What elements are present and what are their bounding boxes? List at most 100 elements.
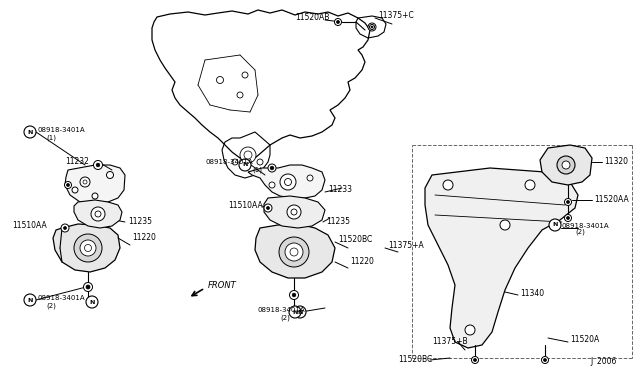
Text: 08918-3401A: 08918-3401A [37, 127, 84, 133]
Polygon shape [255, 224, 335, 278]
Polygon shape [540, 145, 592, 185]
Circle shape [566, 217, 570, 219]
Circle shape [239, 159, 251, 171]
Circle shape [72, 187, 78, 193]
Circle shape [564, 215, 572, 221]
Circle shape [279, 237, 309, 267]
Text: 08918-3401A: 08918-3401A [562, 223, 610, 229]
Circle shape [525, 180, 535, 190]
Circle shape [83, 180, 87, 184]
Circle shape [557, 156, 575, 174]
Circle shape [244, 151, 252, 159]
Circle shape [269, 182, 275, 188]
Circle shape [61, 224, 69, 232]
Circle shape [280, 174, 296, 190]
Circle shape [541, 356, 548, 363]
Text: 11233: 11233 [328, 186, 352, 195]
Circle shape [86, 285, 90, 289]
Circle shape [216, 77, 223, 83]
Circle shape [562, 161, 570, 169]
Circle shape [369, 25, 374, 29]
Text: 11220: 11220 [350, 257, 374, 266]
Text: 11320: 11320 [604, 157, 628, 166]
Circle shape [371, 26, 373, 28]
Circle shape [285, 179, 291, 186]
Circle shape [294, 306, 306, 318]
Circle shape [24, 294, 36, 306]
Text: 11375+C: 11375+C [378, 12, 413, 20]
Polygon shape [248, 165, 325, 198]
Polygon shape [264, 196, 325, 228]
Circle shape [472, 356, 479, 363]
Circle shape [290, 248, 298, 256]
Text: 11520A: 11520A [570, 336, 599, 344]
Text: 11235: 11235 [326, 217, 350, 225]
Circle shape [292, 293, 296, 297]
Text: J  2006: J 2006 [590, 357, 616, 366]
Text: 11220: 11220 [132, 232, 156, 241]
Circle shape [465, 325, 475, 335]
Text: (2): (2) [575, 229, 585, 235]
Text: 11510AA: 11510AA [228, 201, 263, 209]
Circle shape [232, 159, 238, 165]
Circle shape [80, 177, 90, 187]
Circle shape [67, 183, 70, 186]
Text: 08918-3401A: 08918-3401A [38, 295, 86, 301]
Text: N: N [28, 298, 33, 302]
Circle shape [289, 306, 301, 318]
Text: 11520BC: 11520BC [398, 356, 432, 365]
Polygon shape [65, 165, 125, 204]
Polygon shape [53, 224, 120, 272]
Circle shape [270, 166, 274, 170]
Text: (2): (2) [280, 315, 290, 321]
Circle shape [474, 359, 477, 362]
Circle shape [95, 211, 101, 217]
Text: (2): (2) [46, 303, 56, 309]
Text: 11520AB: 11520AB [295, 13, 330, 22]
Text: 11375+A: 11375+A [388, 241, 424, 250]
Circle shape [240, 147, 256, 163]
Text: 11375+B: 11375+B [432, 337, 468, 346]
Circle shape [74, 234, 102, 262]
Circle shape [83, 282, 93, 292]
Circle shape [237, 92, 243, 98]
Circle shape [80, 240, 96, 256]
Circle shape [564, 199, 572, 205]
Circle shape [289, 291, 298, 299]
Circle shape [268, 164, 276, 172]
Circle shape [543, 359, 547, 362]
Text: 11232: 11232 [65, 157, 89, 166]
Text: 08918-3401A: 08918-3401A [258, 307, 306, 313]
Circle shape [84, 244, 92, 251]
Circle shape [86, 296, 98, 308]
Circle shape [106, 171, 113, 179]
Circle shape [291, 209, 297, 215]
Polygon shape [425, 168, 578, 348]
Polygon shape [74, 200, 122, 228]
Circle shape [337, 20, 339, 23]
Circle shape [335, 19, 342, 26]
Text: 11340: 11340 [520, 289, 544, 298]
Circle shape [92, 193, 98, 199]
Text: 08918-3401A: 08918-3401A [205, 159, 253, 165]
Text: (1): (1) [46, 135, 56, 141]
Circle shape [500, 220, 510, 230]
Text: N: N [243, 163, 248, 167]
Circle shape [65, 182, 72, 189]
Text: FRONT: FRONT [208, 280, 237, 289]
Circle shape [96, 163, 100, 167]
Circle shape [63, 227, 67, 230]
Text: (1): (1) [252, 167, 262, 173]
Circle shape [566, 201, 570, 203]
Text: 11520AA: 11520AA [594, 195, 628, 203]
Circle shape [368, 23, 376, 31]
Text: N: N [90, 299, 95, 305]
Circle shape [264, 204, 272, 212]
Text: N: N [292, 310, 298, 314]
Circle shape [24, 126, 36, 138]
Text: 11510AA: 11510AA [12, 221, 47, 230]
Text: N: N [298, 310, 303, 314]
Circle shape [91, 207, 105, 221]
Text: N: N [28, 129, 33, 135]
Circle shape [285, 243, 303, 261]
